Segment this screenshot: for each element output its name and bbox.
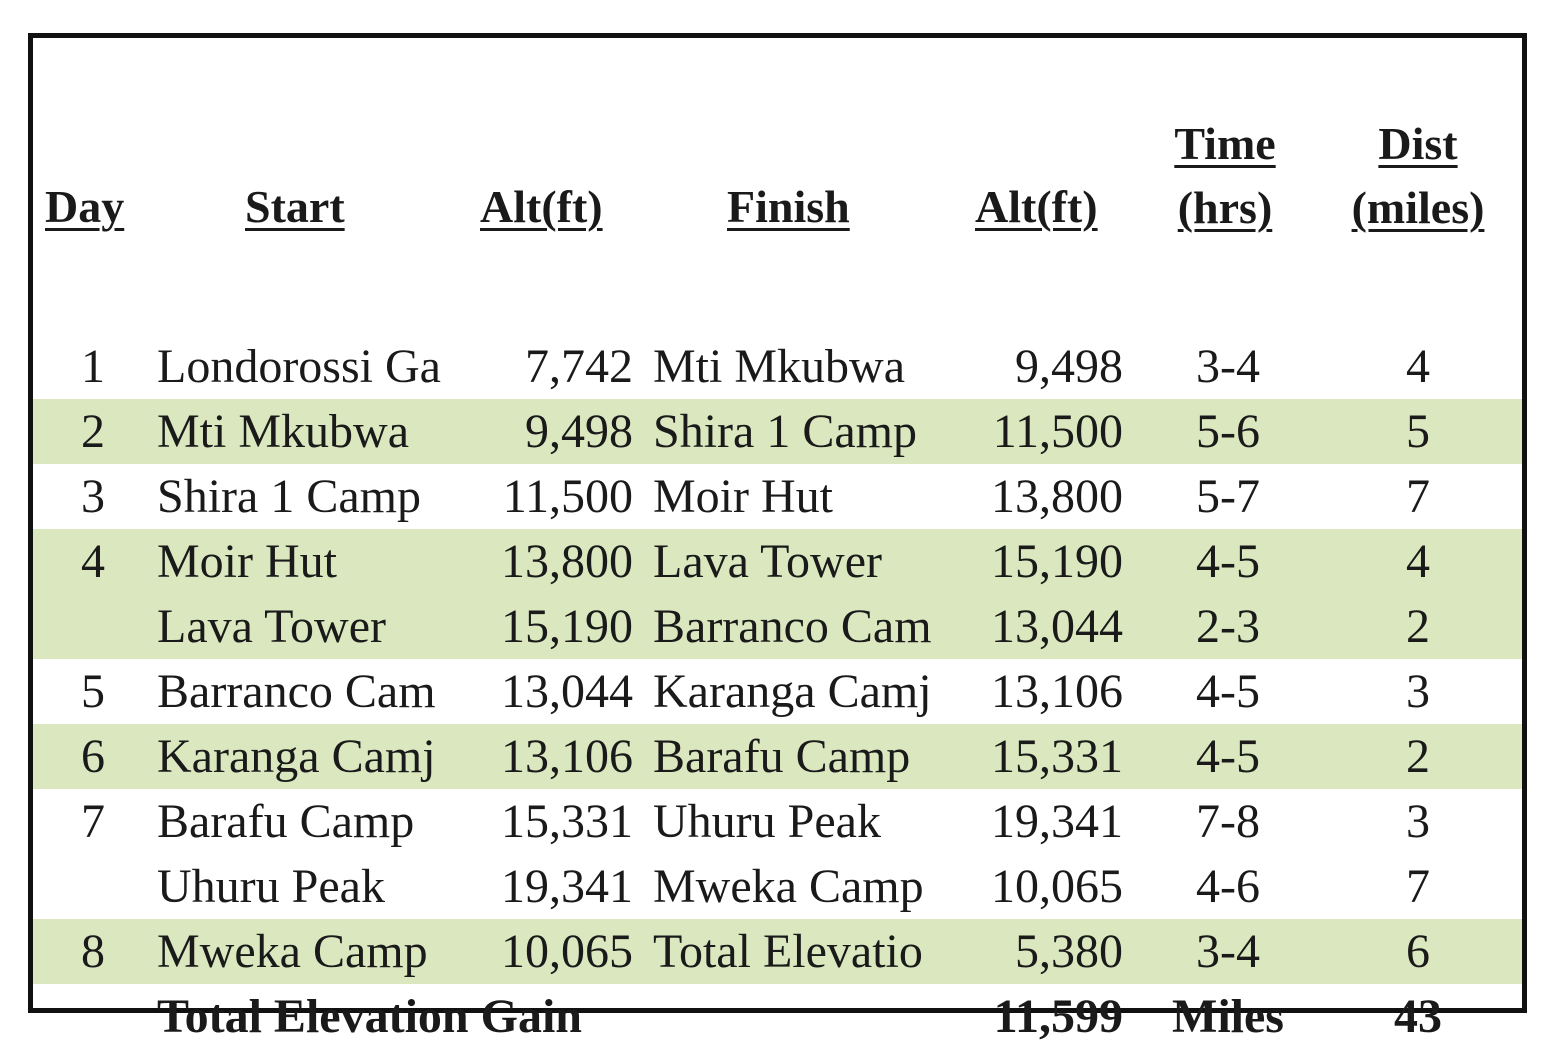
cell-dist: 4 bbox=[1406, 340, 1430, 393]
cell-time: 3-4 bbox=[1196, 340, 1260, 393]
header-time-line1: Time bbox=[1174, 118, 1276, 169]
cell-time: 4-5 bbox=[1196, 730, 1260, 783]
cell-day: 8 bbox=[81, 925, 105, 978]
cell-time: 2-3 bbox=[1196, 600, 1260, 653]
cell-start: Uhuru Peak bbox=[157, 860, 385, 913]
cell-day: 3 bbox=[81, 470, 105, 523]
table-row: 2 Mti Mkubwa 9,498 Shira 1 Camp 11,500 5… bbox=[33, 399, 1522, 464]
cell-start: Shira 1 Camp bbox=[157, 470, 421, 523]
cell-finish: Barranco Cam bbox=[653, 600, 932, 653]
table-row: 1 Londorossi Ga 7,742 Mti Mkubwa 9,498 3… bbox=[33, 334, 1522, 399]
cell-start-alt: 11,500 bbox=[502, 470, 633, 523]
cell-finish: Uhuru Peak bbox=[653, 795, 881, 848]
cell-dist: 3 bbox=[1406, 665, 1430, 718]
cell-finish: Mti Mkubwa bbox=[653, 340, 905, 393]
table-row: 4 Moir Hut 13,800 Lava Tower 15,190 4-5 … bbox=[33, 529, 1522, 594]
cell-start-alt: 13,044 bbox=[501, 665, 633, 718]
header-start: Start bbox=[245, 181, 345, 232]
table-row: 6 Karanga Camj 13,106 Barafu Camp 15,331… bbox=[33, 724, 1522, 789]
cell-time: 3-4 bbox=[1196, 925, 1260, 978]
cell-finish: Total Elevatio bbox=[653, 925, 923, 978]
cell-finish: Moir Hut bbox=[653, 470, 833, 523]
cell-day bbox=[53, 854, 133, 919]
cell-time: 4-5 bbox=[1196, 535, 1260, 588]
cell-time: 7-8 bbox=[1196, 795, 1260, 848]
cell-finish: Mweka Camp bbox=[653, 860, 924, 913]
cell-start-alt: 10,065 bbox=[501, 925, 633, 978]
cell-day: 5 bbox=[81, 665, 105, 718]
header-finish: Finish bbox=[727, 181, 850, 232]
table-row: Lava Tower 15,190 Barranco Cam 13,044 2-… bbox=[33, 594, 1522, 659]
cell-start-alt: 19,341 bbox=[501, 860, 633, 913]
header-time: Time (hrs) bbox=[1155, 112, 1295, 240]
cell-dist: 4 bbox=[1406, 535, 1430, 588]
table-body: 1 Londorossi Ga 7,742 Mti Mkubwa 9,498 3… bbox=[33, 334, 1522, 1049]
header-start-alt: Alt(ft) bbox=[480, 181, 603, 232]
total-miles-label: Miles bbox=[1172, 990, 1284, 1043]
cell-day: 7 bbox=[81, 795, 105, 848]
cell-start-alt: 13,800 bbox=[501, 535, 633, 588]
cell-start-alt: 9,498 bbox=[525, 405, 633, 458]
header-time-line2: (hrs) bbox=[1177, 182, 1273, 233]
cell-finish-alt: 13,044 bbox=[991, 600, 1123, 653]
table-row: 8 Mweka Camp 10,065 Total Elevatio 5,380… bbox=[33, 919, 1522, 984]
cell-finish: Lava Tower bbox=[653, 535, 882, 588]
cell-finish-alt: 11,500 bbox=[992, 405, 1123, 458]
cell-time: 4-5 bbox=[1196, 665, 1260, 718]
cell-finish-alt: 15,190 bbox=[991, 535, 1123, 588]
cell-dist: 3 bbox=[1406, 795, 1430, 848]
cell-start: Karanga Camj bbox=[157, 730, 436, 783]
cell-finish-alt: 5,380 bbox=[1015, 925, 1123, 978]
cell-start-alt: 15,190 bbox=[501, 600, 633, 653]
cell-dist: 6 bbox=[1406, 925, 1430, 978]
total-elevation-label: Total Elevation Gain bbox=[157, 990, 582, 1043]
header-day: Day bbox=[45, 181, 125, 232]
cell-start: Mti Mkubwa bbox=[157, 405, 409, 458]
total-miles-value: 43 bbox=[1394, 990, 1442, 1043]
cell-start-alt: 13,106 bbox=[501, 730, 633, 783]
cell-time: 5-7 bbox=[1196, 470, 1260, 523]
table-row: Uhuru Peak 19,341 Mweka Camp 10,065 4-6 … bbox=[33, 854, 1522, 919]
cell-finish: Barafu Camp bbox=[653, 730, 911, 783]
cell-finish-alt: 9,498 bbox=[1015, 340, 1123, 393]
total-elevation-value: 11,599 bbox=[993, 990, 1123, 1043]
cell-time: 5-6 bbox=[1196, 405, 1260, 458]
cell-start: Londorossi Ga bbox=[157, 340, 441, 393]
cell-finish-alt: 19,341 bbox=[991, 795, 1123, 848]
cell-day: 6 bbox=[81, 730, 105, 783]
cell-finish-alt: 13,800 bbox=[991, 470, 1123, 523]
cell-finish-alt: 13,106 bbox=[991, 665, 1123, 718]
totals-row: Total Elevation Gain 11,599 Miles 43 bbox=[33, 984, 1522, 1049]
cell-start: Moir Hut bbox=[157, 535, 337, 588]
cell-day bbox=[53, 594, 133, 659]
table-row: 7 Barafu Camp 15,331 Uhuru Peak 19,341 7… bbox=[33, 789, 1522, 854]
cell-finish: Karanga Camj bbox=[653, 665, 932, 718]
cell-finish: Shira 1 Camp bbox=[653, 405, 917, 458]
cell-dist: 7 bbox=[1406, 860, 1430, 913]
cell-start-alt: 15,331 bbox=[501, 795, 633, 848]
cell-finish-alt: 10,065 bbox=[991, 860, 1123, 913]
header-dist-line1: Dist bbox=[1378, 118, 1458, 169]
cell-day: 1 bbox=[81, 340, 105, 393]
cell-start: Barranco Cam bbox=[157, 665, 436, 718]
cell-dist: 7 bbox=[1406, 470, 1430, 523]
cell-start-alt: 7,742 bbox=[525, 340, 633, 393]
cell-dist: 2 bbox=[1406, 600, 1430, 653]
cell-finish-alt: 15,331 bbox=[991, 730, 1123, 783]
cell-time: 4-6 bbox=[1196, 860, 1260, 913]
cell-day: 4 bbox=[81, 535, 105, 588]
header-dist-line2: (miles) bbox=[1351, 182, 1485, 233]
cell-dist: 2 bbox=[1406, 730, 1430, 783]
cell-start: Lava Tower bbox=[157, 600, 386, 653]
header-dist: Dist (miles) bbox=[1333, 112, 1503, 240]
itinerary-table: Day Start Alt(ft) Finish Alt(ft) Time (h… bbox=[28, 33, 1527, 1043]
table-row: 5 Barranco Cam 13,044 Karanga Camj 13,10… bbox=[33, 659, 1522, 724]
header-finish-alt: Alt(ft) bbox=[975, 181, 1098, 232]
cell-start: Barafu Camp bbox=[157, 795, 415, 848]
cell-start: Mweka Camp bbox=[157, 925, 428, 978]
cell-dist: 5 bbox=[1406, 405, 1430, 458]
table-row: 3 Shira 1 Camp 11,500 Moir Hut 13,800 5-… bbox=[33, 464, 1522, 529]
cell-day: 2 bbox=[81, 405, 105, 458]
